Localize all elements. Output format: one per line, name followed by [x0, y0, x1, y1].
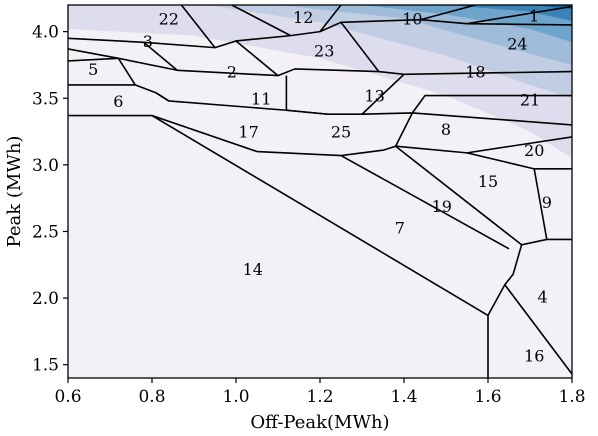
cell-edge-4	[340, 154, 510, 250]
x-axis-title: Off-Peak(MWh)	[250, 412, 389, 433]
y-tick-label: 3.5	[32, 89, 59, 109]
cell-edge-13	[155, 92, 170, 102]
cell-label-4: 4	[538, 288, 548, 307]
x-tick-label: 1.8	[558, 387, 585, 407]
cell-edges	[68, 5, 572, 378]
cell-label-16: 16	[524, 346, 544, 365]
x-tick-label: 0.8	[138, 387, 165, 407]
cell-label-7: 7	[395, 218, 405, 237]
background-bands	[68, 5, 572, 378]
cell-edge-18	[319, 5, 342, 33]
x-axis-ticks: 0.6 0.8 1.0 1.2 1.4 1.6 1.8	[54, 378, 586, 407]
y-tick-label: 3.0	[32, 156, 59, 176]
y-tick-label: 1.5	[32, 356, 59, 376]
cell-edge-5	[395, 145, 523, 316]
y-axis-ticks: 1.5 2.0 2.5 3.0 3.5 4.0	[32, 23, 68, 376]
cell-label-22: 22	[159, 9, 179, 28]
cell-edge-15	[180, 5, 216, 49]
cell-label-2: 2	[227, 63, 237, 82]
cell-edge-0	[68, 48, 572, 77]
x-tick-label: 1.2	[306, 387, 333, 407]
cell-edge-24	[411, 94, 572, 114]
x-tick-label: 0.6	[54, 387, 81, 407]
cell-label-15: 15	[478, 172, 498, 191]
y-tick-label: 2.0	[32, 289, 59, 309]
cell-edge-23	[361, 73, 405, 115]
cell-label-18: 18	[465, 63, 485, 82]
cell-label-12: 12	[293, 8, 313, 27]
y-tick-label: 2.5	[32, 222, 59, 242]
cell-edge-25	[394, 112, 414, 147]
cell-label-9: 9	[542, 193, 552, 212]
cell-edge-6	[504, 284, 572, 375]
cell-label-10: 10	[402, 9, 422, 28]
x-tick-label: 1.6	[474, 387, 501, 407]
cell-edge-9	[521, 238, 547, 246]
cell-label-11: 11	[251, 89, 271, 108]
y-axis-title: Peak (MWh)	[4, 136, 25, 248]
cell-label-25: 25	[331, 123, 351, 142]
cell-label-13: 13	[364, 87, 384, 106]
cell-edge-17	[231, 5, 291, 37]
band-5	[446, 5, 572, 21]
cell-edge-20	[420, 5, 476, 21]
cell-edge-19	[340, 21, 380, 73]
cell-edge-16	[235, 40, 279, 77]
x-tick-label: 1.4	[390, 387, 417, 407]
cell-label-3: 3	[143, 32, 153, 51]
cell-edge-21	[466, 5, 572, 25]
x-tick-label: 1.0	[222, 387, 249, 407]
cell-edge-22	[286, 109, 329, 116]
cell-edge-11	[68, 57, 119, 62]
cell-label-6: 6	[113, 92, 123, 111]
cell-label-14: 14	[243, 260, 263, 279]
cell-label-19: 19	[432, 197, 452, 216]
cell-edge-12	[117, 57, 136, 86]
cell-edge-2	[68, 114, 572, 157]
cell-label-8: 8	[441, 120, 451, 139]
cell-label-23: 23	[314, 41, 334, 60]
cell-label-17: 17	[238, 123, 258, 142]
cell-label-5: 5	[88, 60, 98, 79]
cell-label-24: 24	[507, 35, 527, 54]
cell-label-20: 20	[524, 141, 544, 160]
y-tick-label: 4.0	[32, 23, 59, 43]
cell-label-1: 1	[529, 7, 539, 26]
cell-label-21: 21	[520, 91, 540, 110]
